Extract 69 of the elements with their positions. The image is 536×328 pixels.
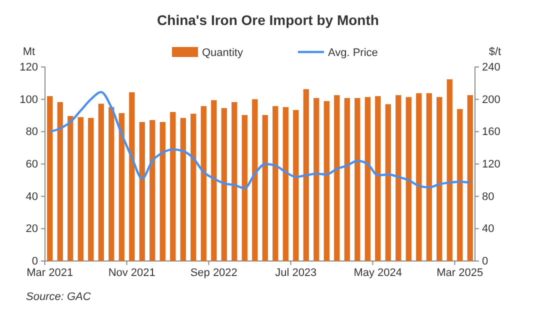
y2-tick-label: 160 bbox=[482, 126, 500, 138]
x-tick-label: Jul 2023 bbox=[275, 267, 317, 279]
bar bbox=[396, 95, 402, 261]
bar bbox=[334, 95, 340, 261]
bar bbox=[78, 117, 84, 261]
x-tick-label: Mar 2021 bbox=[26, 267, 74, 279]
bar bbox=[242, 115, 248, 261]
bar bbox=[467, 95, 473, 261]
bar bbox=[180, 118, 186, 261]
bar bbox=[200, 106, 206, 261]
bar bbox=[170, 112, 176, 261]
bar bbox=[324, 101, 330, 261]
y-tick-label: 60 bbox=[26, 158, 38, 171]
legend-label: Quantity bbox=[202, 47, 244, 59]
bar bbox=[252, 99, 258, 261]
y2-tick-label: 40 bbox=[482, 223, 494, 236]
bar bbox=[406, 97, 412, 261]
bar bbox=[375, 96, 381, 261]
bar bbox=[108, 107, 114, 261]
x-tick-label: May 2024 bbox=[354, 267, 402, 279]
bar bbox=[457, 109, 463, 261]
y2-tick-label: 120 bbox=[482, 158, 500, 171]
bar bbox=[344, 98, 350, 261]
x-tick-label: Sep 2022 bbox=[190, 267, 238, 279]
y2-tick-label: 240 bbox=[482, 62, 500, 74]
bar bbox=[190, 114, 196, 261]
y2-tick-label: 200 bbox=[482, 94, 500, 106]
y-tick-label: 100 bbox=[20, 94, 38, 106]
bar bbox=[282, 107, 288, 261]
bar bbox=[57, 102, 63, 261]
bar bbox=[272, 106, 278, 261]
bar bbox=[47, 96, 53, 261]
bar bbox=[293, 110, 299, 261]
y-tick-label: 20 bbox=[26, 223, 38, 236]
y-axis-title: Mt bbox=[22, 46, 36, 58]
bar bbox=[221, 108, 227, 261]
bar bbox=[303, 89, 309, 261]
y-tick-label: 80 bbox=[26, 126, 38, 138]
line-series bbox=[48, 90, 472, 190]
bar bbox=[262, 115, 268, 261]
bar bbox=[426, 93, 432, 261]
y-tick-label: 120 bbox=[20, 62, 38, 74]
bar bbox=[354, 98, 360, 261]
bar bbox=[416, 93, 422, 261]
y-tick-label: 40 bbox=[26, 190, 38, 203]
y2-axis-title: $/t bbox=[488, 46, 502, 58]
x-tick-label: Mar 2025 bbox=[436, 267, 484, 279]
y2-tick-label: 0 bbox=[482, 256, 488, 268]
bar bbox=[446, 79, 452, 261]
bar bbox=[139, 122, 145, 261]
y2-tick-label: 80 bbox=[482, 190, 494, 203]
bar bbox=[118, 113, 124, 261]
bar bbox=[436, 97, 442, 261]
bar bbox=[385, 104, 391, 261]
chart-title: China's Iron Ore Import by Month bbox=[157, 12, 379, 28]
bar bbox=[232, 102, 238, 261]
bar bbox=[211, 100, 217, 261]
legend-label: Avg. Price bbox=[328, 47, 378, 59]
bar bbox=[98, 104, 104, 261]
bar bbox=[88, 118, 94, 261]
bar bbox=[160, 122, 166, 261]
x-tick-label: Nov 2021 bbox=[108, 267, 156, 279]
y-tick-label: 0 bbox=[32, 256, 38, 268]
bar bbox=[314, 98, 320, 261]
bar bbox=[150, 120, 156, 261]
bar bbox=[129, 92, 135, 261]
bar bbox=[364, 97, 370, 261]
bar bbox=[68, 116, 74, 261]
source-note: Source: GAC bbox=[26, 291, 91, 303]
